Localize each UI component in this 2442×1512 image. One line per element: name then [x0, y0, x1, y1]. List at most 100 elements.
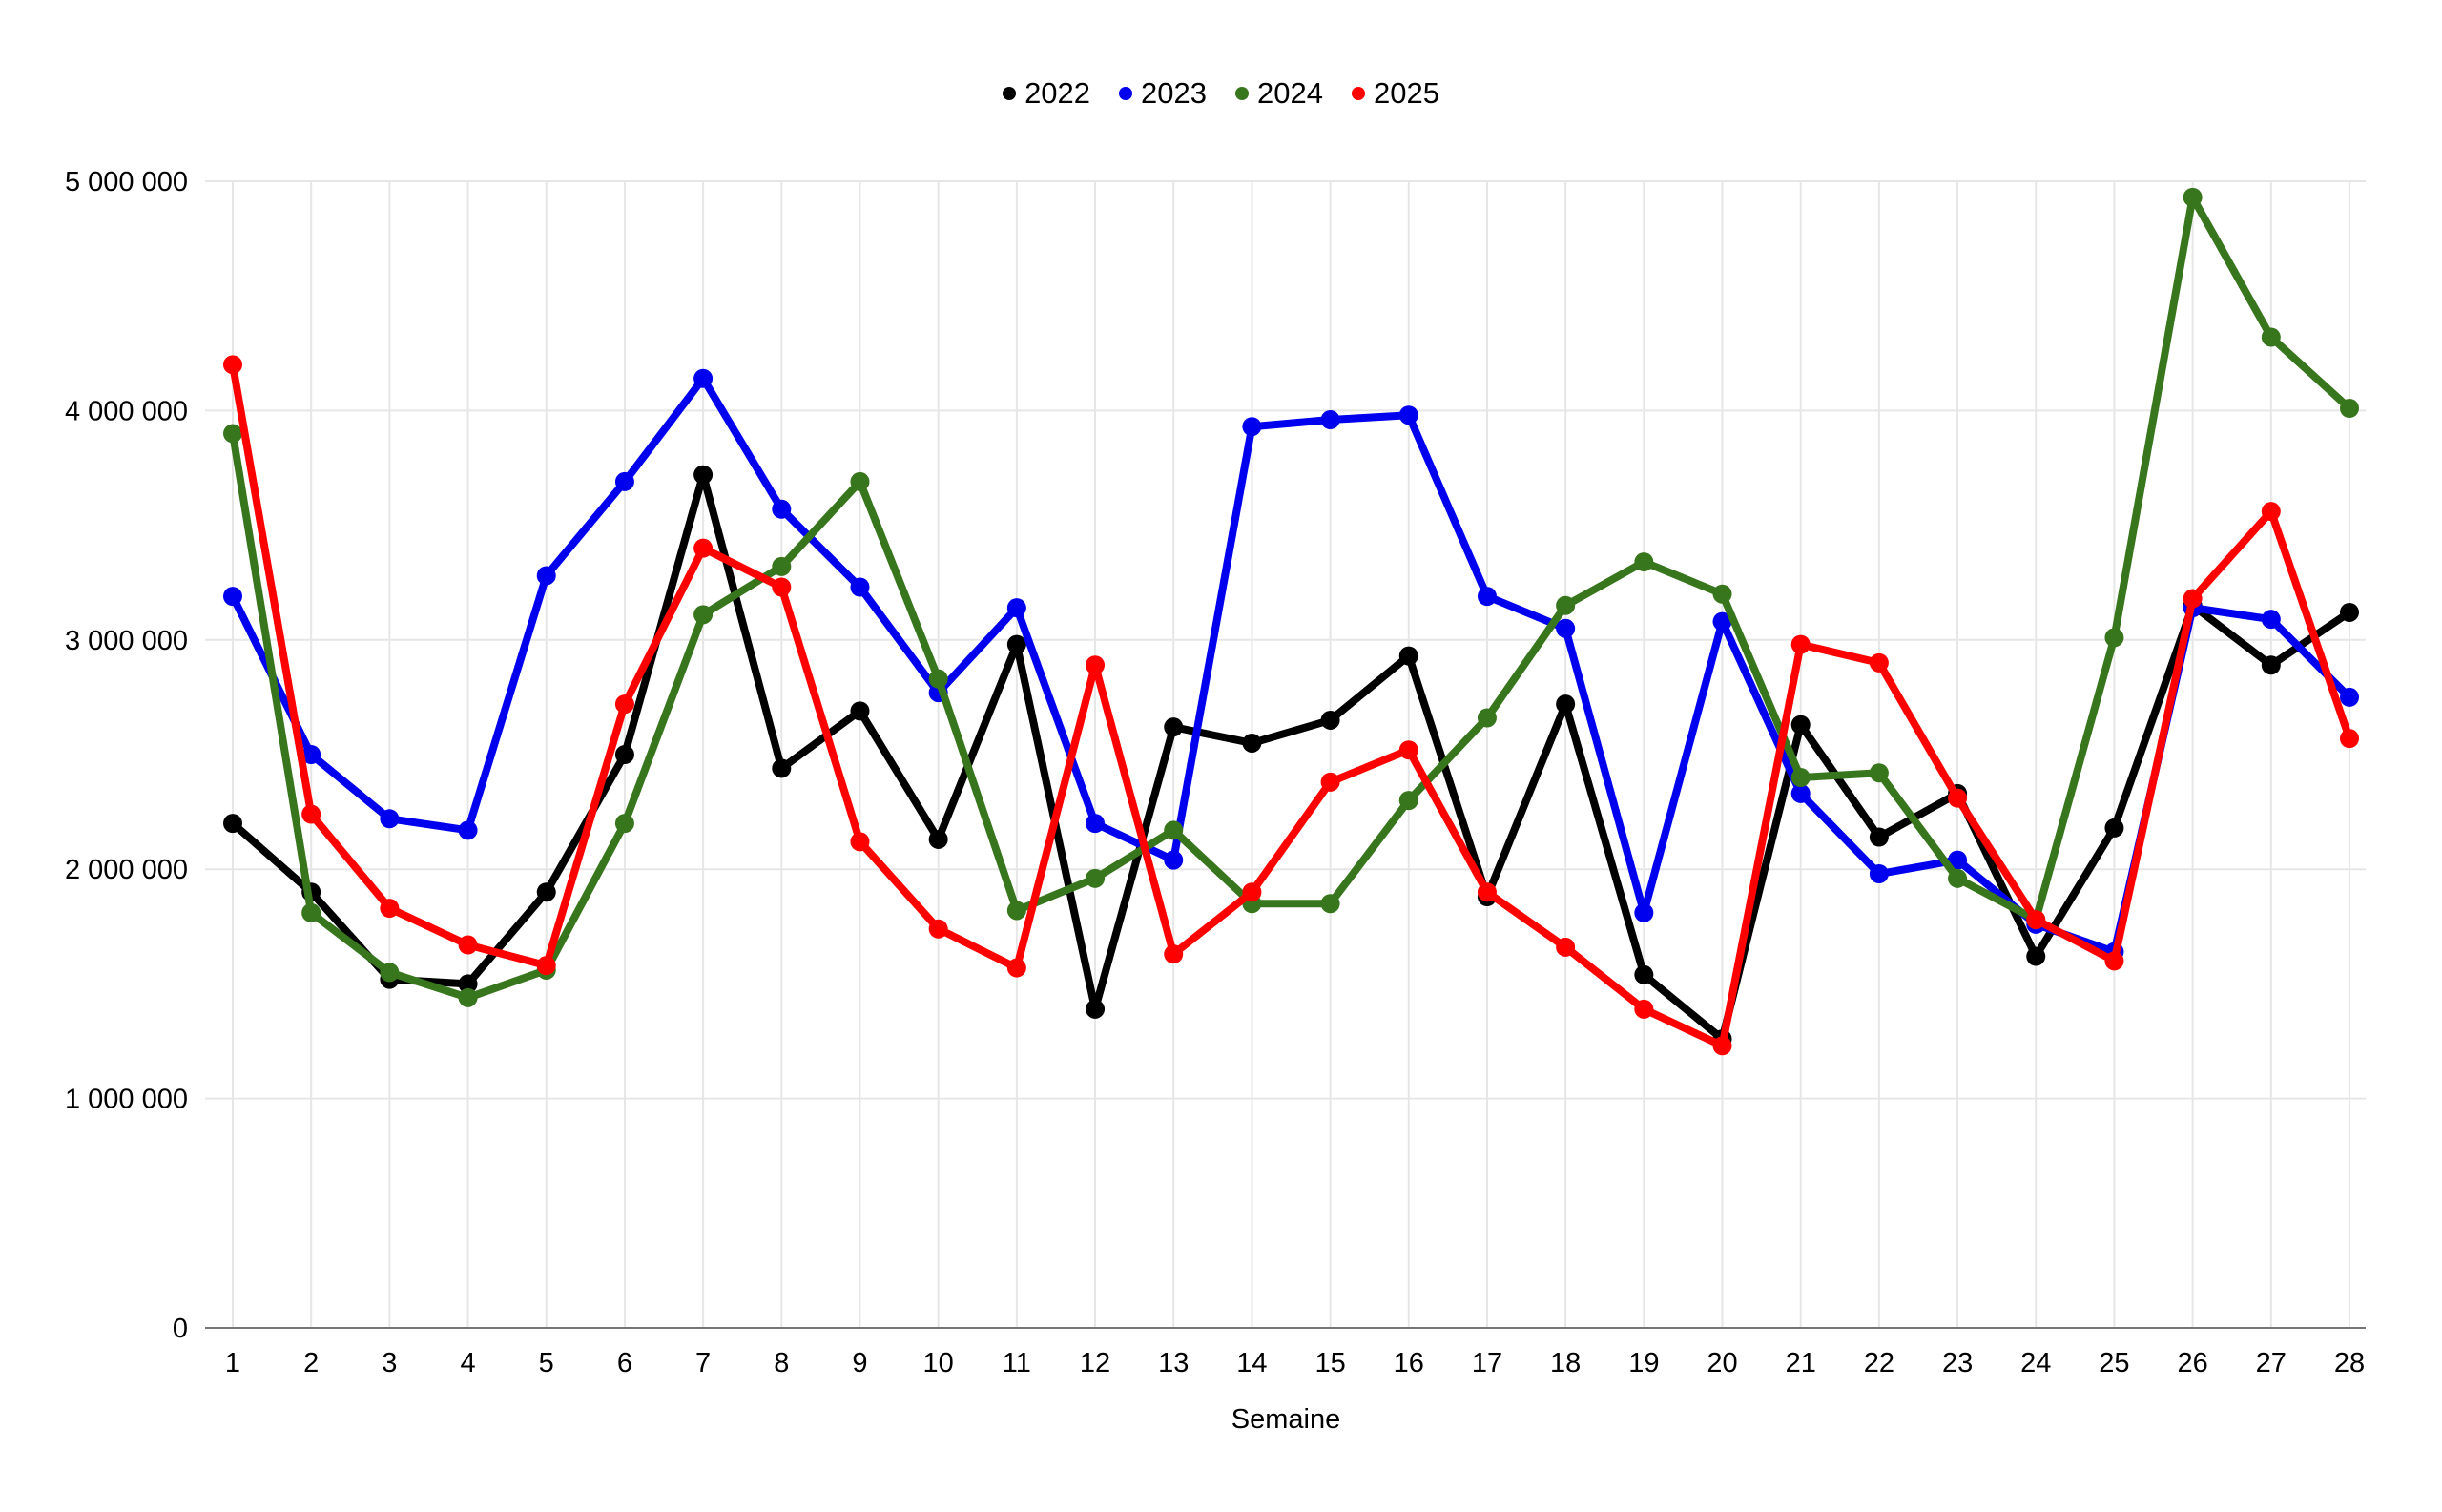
data-point-2025-w10 — [928, 919, 948, 939]
x-tick-label: 8 — [774, 1348, 789, 1378]
data-point-2022-w25 — [2104, 818, 2124, 838]
y-tick-label: 0 — [173, 1314, 188, 1344]
data-point-2023-w13 — [1164, 850, 1184, 870]
data-point-2023-w2 — [301, 745, 321, 764]
x-tick-label: 11 — [1003, 1348, 1031, 1378]
x-tick-label: 21 — [1786, 1348, 1816, 1378]
data-point-2024-w3 — [380, 963, 400, 983]
legend-dot-icon — [1351, 86, 1365, 100]
y-tick-label: 1 000 000 — [65, 1085, 188, 1115]
data-point-2023-w23 — [1948, 850, 1968, 870]
data-point-2022-w18 — [1556, 694, 1576, 715]
data-point-2022-w13 — [1164, 717, 1184, 737]
data-point-2025-w22 — [1869, 652, 1889, 673]
data-point-2025-w14 — [1242, 882, 1262, 902]
legend-label: 2024 — [1257, 76, 1323, 110]
data-point-2023-w3 — [380, 809, 400, 829]
data-point-2023-w7 — [693, 368, 714, 388]
data-point-2025-w7 — [693, 538, 714, 558]
data-point-2025-w4 — [458, 935, 478, 955]
data-point-2025-w23 — [1948, 788, 1968, 808]
series-layer — [223, 187, 2359, 1056]
data-point-2023-w1 — [223, 587, 242, 607]
legend-label: 2023 — [1141, 76, 1207, 110]
x-tick-label: 1 — [225, 1348, 240, 1378]
data-point-2022-w28 — [2340, 602, 2359, 622]
grid-layer — [205, 180, 2366, 1328]
y-tick-label: 4 000 000 — [65, 396, 188, 426]
data-point-2024-w7 — [693, 605, 714, 625]
x-tick-label: 22 — [1864, 1348, 1894, 1378]
data-point-2025-w12 — [1086, 655, 1106, 675]
data-point-2024-w11 — [1006, 901, 1026, 921]
data-point-2022-w11 — [1006, 634, 1026, 654]
x-tick-label: 10 — [923, 1348, 954, 1378]
data-point-2023-w18 — [1556, 618, 1576, 638]
data-point-2025-w5 — [536, 956, 556, 976]
legend-item-2022: 2022 — [1003, 78, 1090, 108]
data-point-2025-w19 — [1634, 999, 1654, 1019]
legend-dot-icon — [1235, 86, 1249, 100]
axis-layer: 0 1 000 000 2 000 000 3 000 000 4 000 000 5 0… — [65, 167, 2366, 1378]
x-tick-label: 15 — [1314, 1348, 1345, 1378]
data-point-2025-w28 — [2340, 729, 2359, 749]
data-point-2022-w24 — [2026, 946, 2046, 966]
x-axis-title: Semaine — [1231, 1404, 1340, 1435]
data-point-2023-w17 — [1477, 587, 1497, 607]
data-point-2023-w6 — [614, 471, 634, 491]
data-point-2025-w26 — [2183, 589, 2203, 609]
data-point-2024-w15 — [1320, 894, 1340, 914]
data-point-2022-w19 — [1634, 964, 1654, 984]
data-point-2024-w25 — [2104, 628, 2124, 648]
y-tick-label: 2 000 000 — [65, 855, 188, 885]
data-point-2022-w7 — [693, 465, 714, 485]
data-point-2022-w15 — [1320, 710, 1340, 730]
x-tick-label: 14 — [1236, 1348, 1267, 1378]
data-point-2024-w16 — [1398, 791, 1418, 811]
x-tick-label: 24 — [2020, 1348, 2051, 1378]
x-tick-label: 13 — [1158, 1348, 1189, 1378]
x-tick-label: 7 — [695, 1348, 711, 1378]
data-point-2023-w11 — [1006, 598, 1026, 618]
data-point-2024-w17 — [1477, 708, 1497, 728]
data-point-2025-w20 — [1712, 1036, 1732, 1056]
x-tick-label: 19 — [1628, 1348, 1659, 1378]
data-point-2022-w1 — [223, 814, 242, 834]
data-point-2022-w10 — [928, 829, 948, 849]
data-point-2022-w16 — [1398, 646, 1418, 666]
x-tick-label: 5 — [539, 1348, 554, 1378]
data-point-2024-w21 — [1790, 768, 1811, 788]
y-tick-label: 3 000 000 — [65, 626, 188, 656]
legend-item-2025: 2025 — [1351, 78, 1439, 108]
legend-dot-icon — [1003, 86, 1017, 100]
data-point-2025-w13 — [1164, 944, 1184, 964]
legend-item-2024: 2024 — [1235, 78, 1323, 108]
data-point-2024-w28 — [2340, 398, 2359, 418]
data-point-2022-w22 — [1869, 827, 1889, 847]
data-point-2022-w8 — [772, 758, 792, 778]
data-point-2024-w10 — [928, 669, 948, 689]
data-point-2023-w19 — [1634, 902, 1654, 922]
data-point-2024-w12 — [1086, 868, 1106, 888]
data-point-2025-w2 — [301, 804, 321, 824]
legend-dot-icon — [1119, 86, 1133, 100]
data-point-2025-w21 — [1790, 634, 1811, 654]
data-point-2022-w6 — [614, 745, 634, 764]
data-point-2024-w18 — [1556, 595, 1576, 615]
data-point-2025-w3 — [380, 899, 400, 919]
data-point-2024-w23 — [1948, 868, 1968, 888]
data-point-2024-w1 — [223, 424, 242, 444]
data-point-2024-w20 — [1712, 584, 1732, 604]
data-point-2023-w22 — [1869, 864, 1889, 884]
data-point-2025-w15 — [1320, 772, 1340, 792]
data-point-2025-w6 — [614, 694, 634, 715]
x-tick-label: 12 — [1080, 1348, 1110, 1378]
data-point-2024-w19 — [1634, 552, 1654, 572]
data-point-2024-w6 — [614, 814, 634, 834]
data-point-2022-w5 — [536, 882, 556, 902]
data-point-2025-w17 — [1477, 882, 1497, 902]
data-point-2022-w14 — [1242, 733, 1262, 753]
data-point-2023-w15 — [1320, 410, 1340, 430]
data-point-2025-w24 — [2026, 910, 2046, 930]
